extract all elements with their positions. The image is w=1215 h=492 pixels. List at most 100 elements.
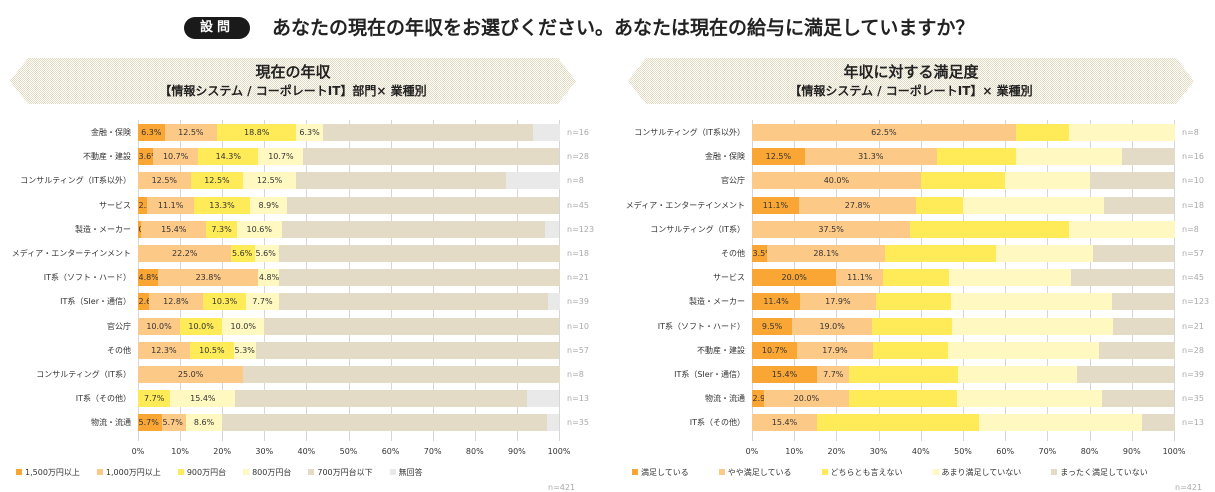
bar-data-label: 27.8% bbox=[844, 200, 871, 210]
bar-data-label: 5.6% bbox=[255, 249, 276, 258]
bar-data-label: 3.6% bbox=[138, 152, 159, 162]
bar-segment bbox=[249, 196, 288, 214]
sample-size-label: n=45 bbox=[567, 200, 589, 210]
bar-segment bbox=[153, 148, 199, 166]
x-tick-label: 60% bbox=[381, 446, 400, 456]
bar-segment bbox=[848, 390, 958, 408]
bar-segment bbox=[193, 196, 251, 214]
legend-label: やや満足している bbox=[727, 467, 792, 477]
x-tick-label: 70% bbox=[423, 446, 442, 456]
bar-segment bbox=[752, 317, 793, 335]
bar-data-label: 12.3% bbox=[151, 345, 177, 355]
right-chart-subtitle: 【情報システム / コーポレートIT】× 業種別 bbox=[789, 84, 1033, 98]
bar-segment bbox=[180, 317, 223, 335]
bar-data-label: 7.3% bbox=[211, 224, 232, 234]
category-label: コンサルティング（IT系以外） bbox=[20, 176, 131, 186]
x-tick-label: 70% bbox=[1038, 446, 1057, 456]
bar-segment bbox=[920, 172, 1006, 190]
x-tick-label: 100% bbox=[547, 446, 571, 456]
sample-size-label: n=123 bbox=[1182, 297, 1210, 307]
bar-data-label: 3.5% bbox=[752, 249, 773, 258]
sample-size-label: n=35 bbox=[1182, 394, 1204, 404]
bar-data-label: 11.1% bbox=[157, 200, 184, 210]
category-label: その他 bbox=[107, 345, 131, 355]
bar-data-label: 7.7% bbox=[252, 297, 273, 307]
legend-item: 1,000万円以上 bbox=[96, 467, 161, 478]
bar-data-label: 10.7% bbox=[761, 345, 788, 355]
bar-data-label: 12.5% bbox=[256, 176, 283, 186]
legend-item: あまり満足していない bbox=[932, 467, 1021, 478]
bar-segment bbox=[885, 245, 997, 262]
category-label: 金融・保険 bbox=[705, 152, 745, 162]
bar-segment bbox=[170, 390, 236, 408]
x-tick-label: 100% bbox=[1162, 446, 1186, 456]
bar-data-label: 11.4% bbox=[763, 297, 789, 307]
bar-segment bbox=[255, 245, 280, 262]
bar-segment bbox=[1103, 196, 1175, 214]
bar-segment bbox=[138, 269, 159, 287]
bar-data-label: 12.5% bbox=[178, 128, 204, 137]
bar-segment bbox=[957, 366, 1077, 383]
bar-segment bbox=[872, 341, 949, 359]
sample-size-label: n=21 bbox=[1182, 321, 1204, 331]
x-tick-label: 90% bbox=[1122, 446, 1141, 456]
bar-segment bbox=[963, 196, 1105, 214]
bar-segment bbox=[138, 414, 163, 432]
bar-segment bbox=[278, 245, 560, 262]
bar-data-label: 19.0% bbox=[819, 321, 845, 331]
legend-swatch bbox=[389, 469, 396, 476]
x-tick-label: 10% bbox=[171, 446, 189, 456]
bar-segment bbox=[752, 341, 798, 359]
bar-segment bbox=[190, 172, 244, 190]
bar-segment bbox=[1068, 220, 1175, 238]
bar-segment bbox=[752, 245, 768, 262]
bar-segment bbox=[949, 269, 1072, 287]
sample-size-label: n=28 bbox=[1182, 345, 1204, 355]
bar-data-label: 37.5% bbox=[818, 224, 844, 234]
x-tick-label: 30% bbox=[869, 446, 888, 456]
bar-segment bbox=[849, 366, 958, 383]
bar-segment bbox=[752, 390, 765, 408]
sample-size-label: n=39 bbox=[567, 297, 589, 307]
bar-segment bbox=[222, 414, 548, 432]
bar-data-label: 25.0% bbox=[177, 370, 204, 379]
bar-data-label: 5.7% bbox=[162, 418, 183, 428]
bar-segment bbox=[1112, 293, 1175, 311]
bar-data-label: 10.7% bbox=[268, 152, 294, 162]
bar-segment bbox=[281, 220, 546, 238]
bar-data-label: 12.5% bbox=[765, 152, 792, 162]
gridline bbox=[1174, 120, 1175, 441]
bar-segment bbox=[797, 341, 874, 359]
bar-segment bbox=[1015, 124, 1069, 141]
bar-segment bbox=[236, 220, 283, 238]
bar-data-label: 11.1% bbox=[762, 200, 789, 210]
bar-data-label: 15.4% bbox=[771, 418, 798, 428]
left-chart-banner: 現在の年収 【情報システム / コーポレートIT】部門× 業種別 bbox=[10, 58, 576, 104]
bar-segment bbox=[1005, 172, 1091, 190]
sample-size-label: n=13 bbox=[1182, 418, 1204, 428]
x-tick-label: 20% bbox=[827, 446, 846, 456]
left-chart-subtitle: 【情報システム / コーポレートIT】部門× 業種別 bbox=[159, 84, 427, 98]
x-tick-label: 40% bbox=[297, 446, 316, 456]
bar-segment bbox=[752, 196, 800, 214]
category-label: コンサルティング（IT系以外） bbox=[634, 128, 745, 137]
legend-item: 700万円台以下 bbox=[308, 467, 373, 478]
bar-data-label: 8.6% bbox=[193, 418, 215, 428]
banner-shape bbox=[10, 58, 576, 104]
question-header: 設問 あなたの現在の年収をお選びください。あなたは現在の給与に満足していますか？ bbox=[0, 14, 1215, 44]
legend-swatch bbox=[821, 469, 828, 476]
legend-swatch bbox=[932, 469, 939, 476]
bar-segment bbox=[138, 196, 148, 214]
bar-segment bbox=[243, 366, 560, 383]
sample-size-label: n=16 bbox=[1182, 152, 1204, 162]
bar-segment bbox=[1071, 269, 1175, 287]
category-label: 物流・流通 bbox=[91, 418, 131, 428]
bar-segment bbox=[752, 269, 837, 287]
x-tick-label: 80% bbox=[465, 446, 484, 456]
bar-segment bbox=[1098, 341, 1175, 359]
bar-data-label: 12.5% bbox=[151, 176, 178, 186]
bar-segment bbox=[138, 124, 166, 141]
bar-segment bbox=[258, 269, 280, 287]
x-tick-label: 50% bbox=[339, 446, 358, 456]
bar-data-label: 15.4% bbox=[771, 370, 798, 379]
